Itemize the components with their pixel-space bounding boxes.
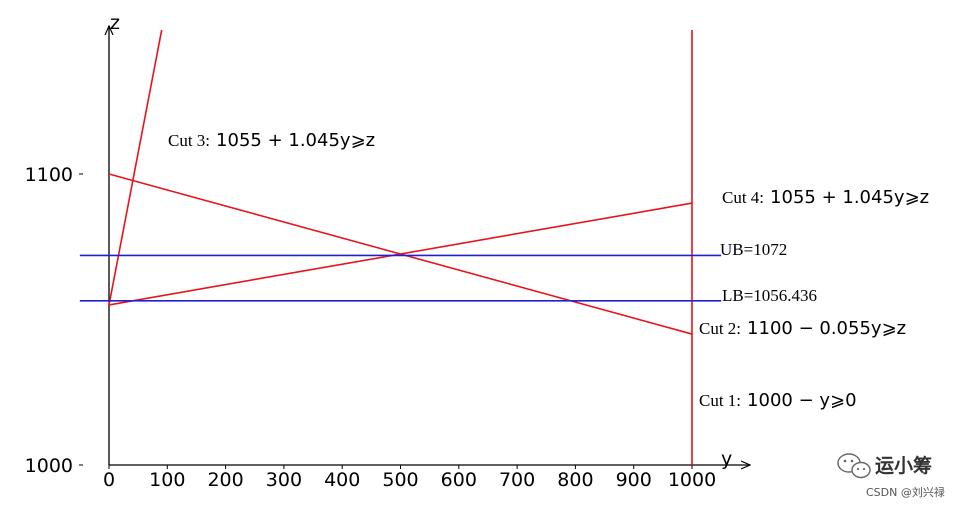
series-line: [108, 202, 693, 306]
series-label-expression: 1055 + 1.045y⩾z: [216, 130, 375, 151]
x-tick-label: 800: [557, 469, 593, 491]
x-tick-label: 600: [441, 469, 477, 491]
x-axis-label: y: [721, 448, 732, 470]
x-tick-label: 100: [149, 469, 185, 491]
y-axis-ticks: 1000 1100: [25, 164, 83, 477]
x-axis-ticks: 0 100 200 300 400 500 600 700 800 900 1000: [103, 465, 716, 491]
x-tick-label: 300: [266, 469, 302, 491]
watermark: 运小筹 CSDN @刘兴禄: [837, 453, 945, 499]
series-label: UB=1072: [720, 240, 787, 259]
series-label-prefix: UB=1072: [720, 240, 787, 259]
series-label-prefix: Cut 1:: [699, 391, 741, 410]
y-tick-label: 1100: [25, 164, 73, 186]
series-label-prefix: Cut 4:: [722, 188, 764, 207]
series-lines: [79, 29, 722, 465]
x-tick-label: 0: [103, 469, 115, 491]
series-label-prefix: LB=1056.436: [722, 286, 817, 305]
series-label-prefix: Cut 3:: [168, 131, 210, 150]
series-line: [108, 29, 163, 306]
watermark-author: CSDN @刘兴禄: [866, 485, 945, 499]
watermark-brand: 运小筹: [875, 454, 932, 477]
y-tick-label: 1000: [25, 455, 73, 477]
x-tick-label: 200: [207, 469, 243, 491]
y-axis-label: z: [110, 12, 120, 34]
x-tick-label: 700: [499, 469, 535, 491]
x-tick-label: 500: [382, 469, 418, 491]
series-label-prefix: Cut 2:: [699, 319, 741, 338]
series-label: LB=1056.436: [722, 286, 817, 305]
wechat-icon: [837, 453, 871, 479]
series-labels: Cut 3: 1055 + 1.045y⩾z Cut 2: 1100 − 0.055y…: [168, 130, 929, 411]
x-tick-label: 900: [616, 469, 652, 491]
series-label-expression: 1000 − y⩾0: [747, 390, 857, 411]
x-tick-label: 1000: [668, 469, 716, 491]
series-label: Cut 1: 1000 − y⩾0: [699, 390, 857, 411]
series-label: Cut 2: 1100 − 0.055y⩾z: [699, 318, 906, 339]
x-tick-label: 400: [324, 469, 360, 491]
series-label-expression: 1055 + 1.045y⩾z: [770, 187, 929, 208]
series-label: Cut 3: 1055 + 1.045y⩾z: [168, 130, 375, 151]
series-label-expression: 1100 − 0.055y⩾z: [747, 318, 906, 339]
series-label: Cut 4: 1055 + 1.045y⩾z: [722, 187, 929, 208]
